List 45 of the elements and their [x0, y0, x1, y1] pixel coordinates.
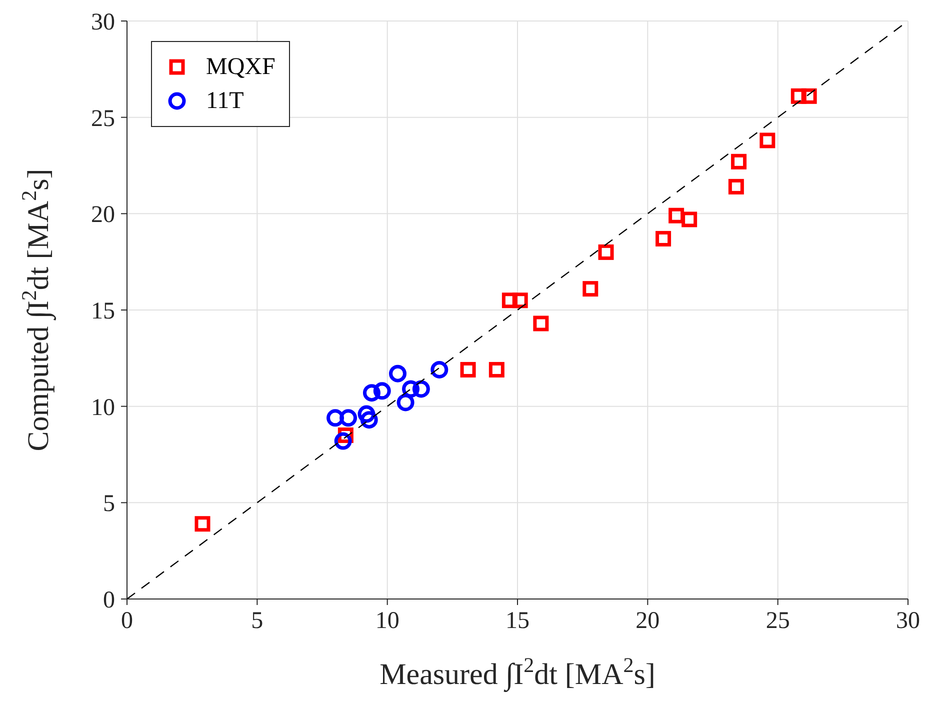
x-tick-label: 0	[121, 608, 133, 634]
point	[760, 132, 776, 148]
point	[412, 380, 430, 398]
x-tick-label: 20	[636, 608, 660, 634]
point	[598, 244, 614, 260]
point	[358, 405, 376, 423]
point	[430, 360, 448, 378]
x-tick-label: 25	[766, 608, 790, 634]
point	[396, 394, 414, 412]
point	[790, 88, 806, 104]
point	[340, 409, 358, 427]
point	[326, 409, 344, 427]
point	[731, 154, 747, 170]
point	[488, 362, 504, 378]
x-tick-label: 30	[896, 608, 920, 634]
point	[373, 382, 391, 400]
point	[360, 411, 378, 429]
point	[582, 281, 598, 297]
point	[533, 316, 549, 332]
point	[402, 380, 420, 398]
point	[460, 362, 476, 378]
point	[194, 516, 210, 532]
point	[362, 384, 380, 402]
point	[502, 292, 518, 308]
y-tick-label: 25	[91, 106, 115, 132]
x-axis-title: Measured ∫I$^{2}$dt [MA$^{2}$s]	[380, 653, 656, 693]
x-tick-label: 5	[251, 608, 264, 634]
y-tick-label: 10	[91, 394, 115, 421]
legend-label: 11T	[206, 87, 244, 116]
point	[388, 364, 406, 382]
x-tick-label: 10	[375, 608, 400, 634]
point	[728, 178, 744, 194]
y-tick-label: 15	[91, 298, 115, 325]
point	[512, 292, 528, 308]
y-tick-label: 5	[103, 491, 115, 518]
x-tick-label: 15	[506, 608, 530, 634]
point	[682, 212, 698, 228]
y-tick-label: 20	[91, 202, 115, 228]
point	[668, 208, 684, 224]
y-tick-label: 30	[91, 10, 115, 36]
y-tick-label: 0	[103, 588, 115, 614]
legend-label: MQXF	[206, 53, 276, 82]
point	[656, 230, 672, 246]
point	[334, 432, 352, 450]
point	[801, 88, 817, 104]
